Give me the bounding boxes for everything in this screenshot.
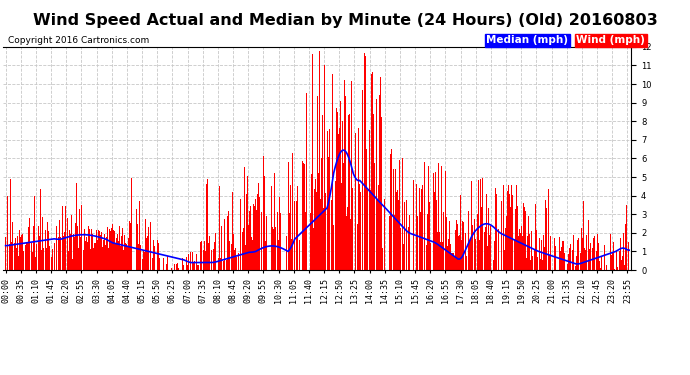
Text: Copyright 2016 Cartronics.com: Copyright 2016 Cartronics.com — [8, 36, 150, 45]
Text: Wind Speed Actual and Median by Minute (24 Hours) (Old) 20160803: Wind Speed Actual and Median by Minute (… — [32, 13, 658, 28]
Text: Median (mph): Median (mph) — [486, 35, 569, 45]
Text: Wind (mph): Wind (mph) — [576, 35, 645, 45]
